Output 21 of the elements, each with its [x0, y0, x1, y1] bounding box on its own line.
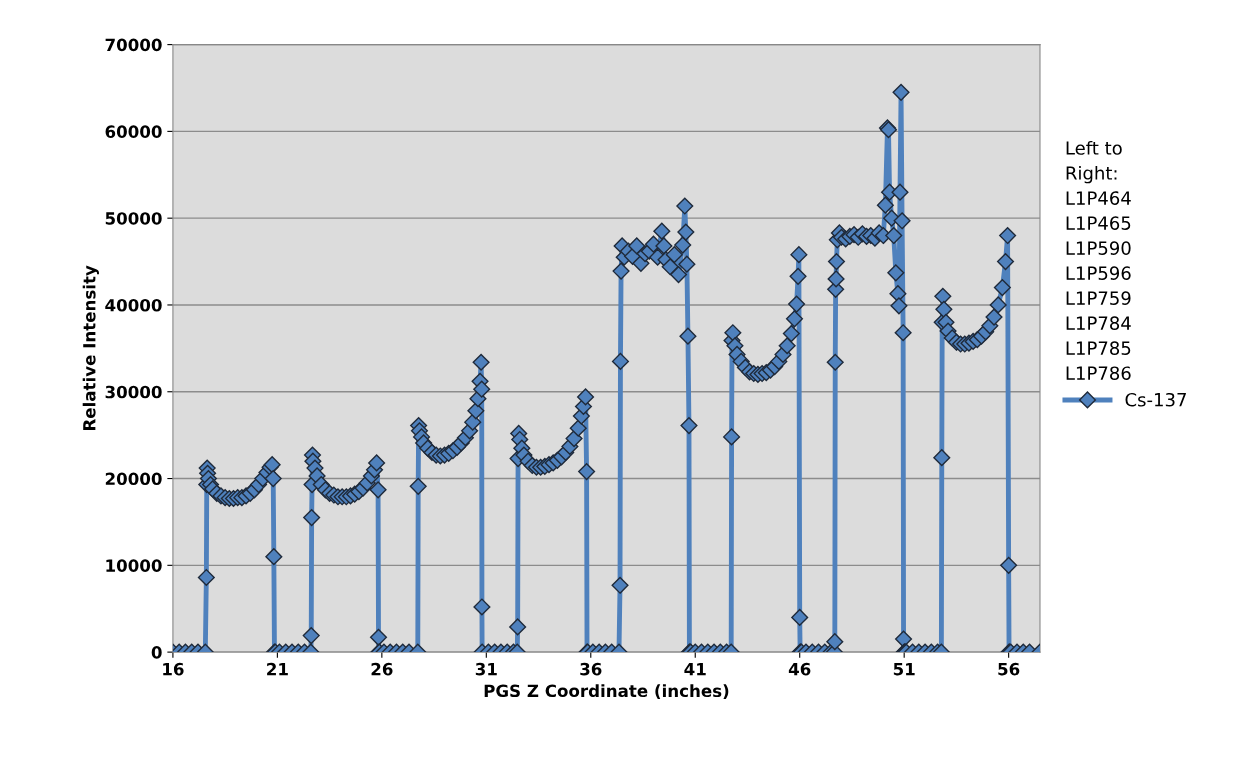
x-tick-label: 36 — [580, 662, 602, 676]
y-tick-label: 40000 — [105, 298, 162, 312]
x-axis-title: PGS Z Coordinate (inches) — [484, 684, 729, 700]
y-tick-label: 30000 — [105, 385, 162, 399]
y-tick-label: 60000 — [105, 125, 162, 138]
x-tick-label: 56 — [998, 662, 1020, 676]
legend-label: Cs-137 — [1125, 392, 1186, 407]
x-tick-label: 21 — [267, 662, 288, 676]
text: Left to Right: L1P464 L1P465 L1P590 L1P596 L1P759 L1P784 L1P785 L1P786 — [1066, 140, 1131, 381]
x-tick-label: 51 — [893, 663, 915, 676]
y-tick-label: 70000 — [105, 38, 162, 52]
y-tick-label: 20000 — [105, 472, 162, 486]
x-tick-label: 31 — [475, 662, 497, 676]
y-axis-title: Relative Intensity — [82, 265, 99, 431]
y-tick-label: 10000 — [106, 559, 162, 572]
x-tick-label: 16 — [163, 662, 184, 676]
x-tick-label: 26 — [371, 662, 393, 676]
x-tick-label: 46 — [788, 662, 811, 676]
x-tick-label: 41 — [684, 663, 706, 676]
y-tick-label: 50000 — [105, 212, 162, 225]
y-tick-label: 0 — [151, 646, 162, 659]
